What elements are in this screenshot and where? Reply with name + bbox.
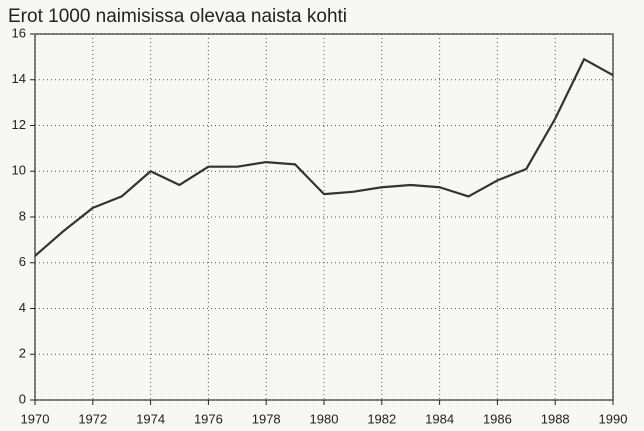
x-tick-label: 1972: [78, 411, 107, 426]
x-tick-label: 1980: [310, 411, 339, 426]
x-tick-label: 1970: [21, 411, 50, 426]
y-tick-label: 16: [12, 25, 26, 40]
y-tick-label: 14: [12, 71, 26, 86]
y-tick-label: 10: [12, 163, 26, 178]
x-tick-label: 1976: [194, 411, 223, 426]
x-tick-label: 1978: [252, 411, 281, 426]
y-tick-label: 0: [19, 391, 26, 406]
y-tick-label: 12: [12, 117, 26, 132]
y-tick-label: 6: [19, 254, 26, 269]
chart-title: Erot 1000 naimisissa olevaa naista kohti: [8, 6, 347, 27]
data-line: [34, 58, 614, 257]
y-tick-label: 8: [19, 208, 26, 223]
x-tick-label: 1986: [483, 411, 512, 426]
x-tick-label: 1982: [367, 411, 396, 426]
x-tick-label: 1990: [599, 411, 628, 426]
x-tick-label: 1988: [541, 411, 570, 426]
y-tick-label: 4: [19, 300, 26, 315]
y-tick-label: 2: [19, 346, 26, 361]
x-tick-label: 1974: [136, 411, 165, 426]
x-tick-label: 1984: [425, 411, 454, 426]
